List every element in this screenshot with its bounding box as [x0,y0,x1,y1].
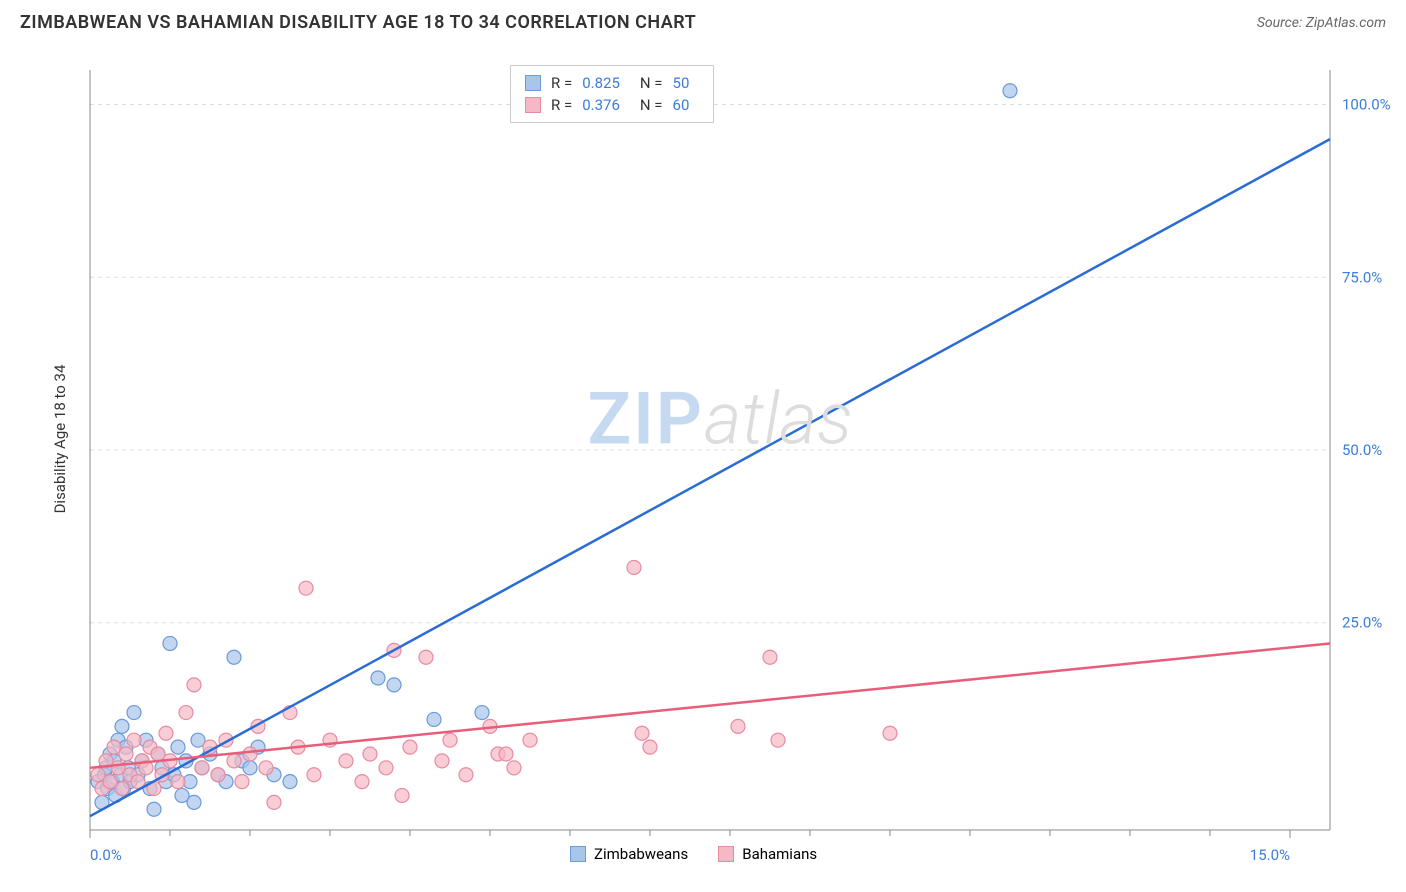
scatter-chart: 25.0% 50.0% 75.0% 100.0% 0.0% 15.0% [50,50,1390,870]
stats-row: R = 0.825 N = 50 [525,72,699,94]
source-attribution: Source: ZipAtlas.com [1257,15,1386,31]
x-tick-label: 15.0% [1250,846,1290,864]
data-point [883,726,897,740]
data-point [627,560,641,574]
data-point [371,671,385,685]
n-value: 60 [673,96,690,114]
data-point [459,768,473,782]
data-point [187,795,201,809]
y-tick-label: 100.0% [1342,96,1390,114]
legend-swatch [570,846,586,862]
r-value: 0.376 [582,96,620,114]
data-point [771,733,785,747]
stats-legend: R = 0.825 N = 50 R = 0.376 N = 60 [510,65,714,123]
data-point [171,775,185,789]
data-point [507,761,521,775]
data-point [403,740,417,754]
regression-line [90,139,1330,816]
data-point [635,726,649,740]
y-tick-label: 25.0% [1342,614,1382,632]
data-point [171,740,185,754]
legend-swatch [525,97,541,113]
data-point [159,726,173,740]
data-point [115,782,129,796]
data-point [307,768,321,782]
legend-swatch [718,846,734,862]
data-point [443,733,457,747]
r-label: R = [551,96,572,114]
n-value: 50 [673,74,690,92]
legend-swatch [525,75,541,91]
data-point [731,719,745,733]
y-tick-label: 50.0% [1342,441,1382,459]
data-point [119,747,133,761]
data-point [243,761,257,775]
data-point [227,650,241,664]
legend-item: Zimbabweans [570,845,688,863]
data-point [475,706,489,720]
data-point [363,747,377,761]
data-point [179,706,193,720]
series-legend: Zimbabweans Bahamians [570,845,817,863]
chart-container: Disability Age 18 to 34 25.0%50.0%75.0%1… [50,50,1390,870]
data-point [339,754,353,768]
data-point [499,747,513,761]
data-point [147,802,161,816]
regression-line [90,643,1330,767]
x-tick-label: 0.0% [90,846,122,864]
data-point [195,761,209,775]
data-point [355,775,369,789]
data-point [379,761,393,775]
data-point [259,761,273,775]
y-tick-label: 75.0% [1342,268,1382,286]
data-point [299,581,313,595]
data-point [115,719,129,733]
data-point [283,775,297,789]
data-point [187,678,201,692]
n-label: N = [640,96,663,114]
chart-title: ZIMBABWEAN VS BAHAMIAN DISABILITY AGE 18… [20,12,696,33]
legend-label: Bahamians [742,845,817,863]
data-point [211,768,225,782]
data-point [1003,84,1017,98]
r-label: R = [551,74,572,92]
r-value: 0.825 [582,74,620,92]
data-point [267,795,281,809]
data-point [387,678,401,692]
data-point [395,788,409,802]
data-point [127,733,141,747]
data-point [243,747,257,761]
data-point [127,706,141,720]
stats-row: R = 0.376 N = 60 [525,94,699,116]
legend-item: Bahamians [718,845,817,863]
data-point [227,754,241,768]
n-label: N = [640,74,663,92]
data-point [435,754,449,768]
data-point [643,740,657,754]
legend-label: Zimbabweans [594,845,688,863]
data-point [235,775,249,789]
data-point [163,636,177,650]
data-point [763,650,777,664]
data-point [523,733,537,747]
data-point [419,650,433,664]
data-point [427,712,441,726]
